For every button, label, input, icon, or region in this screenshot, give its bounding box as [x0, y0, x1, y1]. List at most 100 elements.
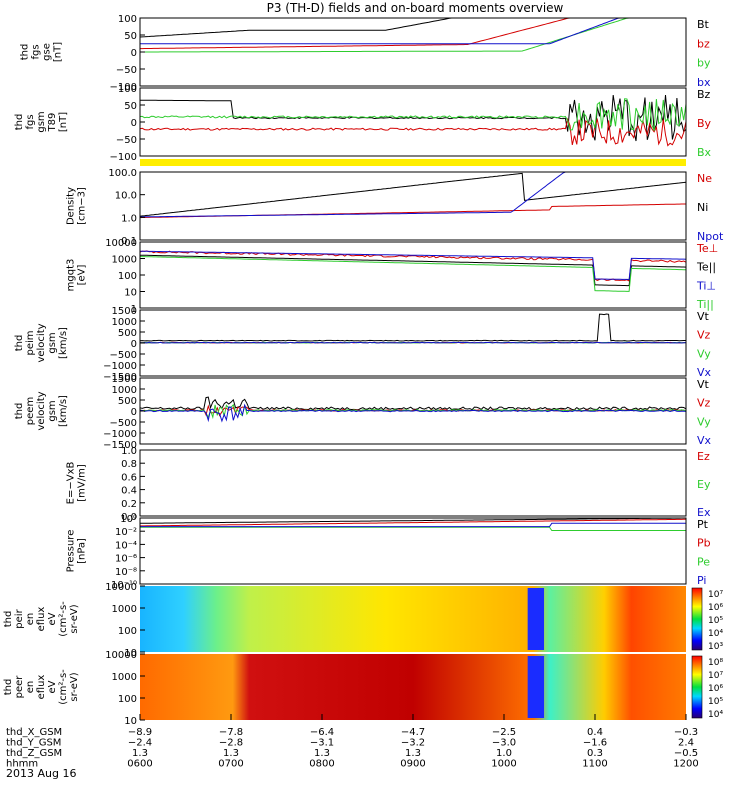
peim-velocity-ytick-label: −500 — [110, 350, 137, 361]
peim-velocity-ylabel-line: gsm — [47, 332, 58, 353]
density-legend-npot: Npot — [697, 230, 724, 243]
fgs-gse-ytick-label: 0 — [131, 48, 137, 59]
peim-velocity-legend-vz: Vz — [697, 329, 711, 342]
peim-velocity-ytick-label: 500 — [118, 328, 137, 339]
fgs-gsm-frame — [139, 87, 687, 157]
peem-velocity-ytick-label: 1000 — [112, 385, 137, 396]
pressure-ylabel: Pressure [nPa] — [66, 530, 88, 573]
ephem-value: 1.3 — [314, 748, 330, 759]
peer-spec-colorbar — [691, 655, 703, 719]
ephem-value: 2.4 — [678, 738, 694, 749]
fgs-gse-legend-bz: bz — [697, 37, 710, 50]
density-ytick-label: 1.0 — [121, 213, 137, 224]
pressure-series-2 — [140, 526, 686, 531]
peem-velocity-legend-vt: Vt — [697, 378, 710, 391]
peem-velocity-ylabel: thd peem velocity gsm [km/s] — [14, 391, 69, 430]
peir-spec-spectrogram — [140, 586, 686, 652]
fgs-gsm-series-1 — [139, 117, 687, 147]
fgs-gse-legend-bx: bx — [697, 76, 711, 89]
density-series-2 — [140, 171, 686, 218]
ephem-value: −3.1 — [310, 738, 334, 749]
peir-spec-dropout — [527, 588, 545, 650]
peir-spec-ylabel-line: en — [25, 613, 36, 626]
fgs-gsm-series-0 — [139, 95, 687, 142]
fgs-gsm-ylabel: thd fgs gsm T89 [nT] — [14, 111, 69, 132]
temperature-ytick-label: 10000 — [105, 238, 137, 249]
temperature-legend-ti⊥: Ti⊥ — [696, 279, 716, 292]
peer-spec-ylabel-line: en — [25, 681, 36, 694]
peim-velocity-ylabel: thd peim velocity gsm [km/s] — [14, 323, 69, 362]
peim-velocity-ylabel-line: [km/s] — [58, 327, 69, 359]
ephem-value: 0700 — [218, 759, 243, 770]
ephem-value: −7.8 — [219, 727, 243, 738]
fgs-gsm-ytick-label: 100 — [118, 84, 137, 95]
ephem-value: 1.3 — [132, 748, 148, 759]
fgs-gse-ytick-label: 100 — [118, 14, 137, 25]
ephem-value: 1.3 — [223, 748, 239, 759]
efield-frame — [139, 449, 687, 517]
fgs-gsm-series-2 — [139, 98, 687, 131]
peer-spec-ylabel: thd peer en eflux eV (cm²-s-sr-eV) — [3, 669, 80, 705]
density-legend-ni: Ni — [697, 201, 708, 214]
ephem-label-thd-y-gsm: thd_Y_GSM — [6, 738, 61, 749]
efield-legend-ey: Ey — [697, 478, 711, 491]
peir-spec-ytick-label: 100 — [118, 626, 137, 637]
peir-spec-cbar-label: 10⁴ — [708, 629, 723, 639]
ephem-value: 1.0 — [496, 748, 512, 759]
efield-ytick-label: 0.6 — [121, 472, 137, 483]
fgs-gsm-legend-bx: Bx — [697, 146, 712, 159]
pressure-legend-pb: Pb — [697, 537, 711, 550]
fgs-gsm-ylabel-line: gsm — [36, 111, 47, 132]
peim-velocity-legend-vx: Vx — [697, 366, 712, 379]
peer-spec-ytick-label: 100 — [118, 694, 137, 705]
peim-velocity-legend-vy: Vy — [697, 347, 711, 360]
pressure-legend-pt: Pt — [697, 518, 709, 531]
peer-spec-ytick-label: 10 — [124, 716, 137, 727]
peir-spec-ytick-label: 1000 — [112, 604, 137, 615]
ephem-value: −8.9 — [128, 727, 152, 738]
ephemeris-table: 2013 Aug 16 thd_X_GSM −8.9 −7.8 −6.4 −4.7 −2.… — [6, 727, 699, 780]
fgs-gse-legend-by: by — [697, 57, 711, 70]
peim-velocity-ytick-label: 0 — [131, 339, 137, 350]
peir-spec-cbar-label: 10³ — [708, 642, 723, 652]
ephem-value: −0.3 — [674, 727, 698, 738]
pressure-ytick-label: 10⁻⁴ — [115, 540, 137, 551]
data-gap-bar — [140, 159, 686, 166]
pressure-ytick-label: 10⁻⁸ — [115, 567, 137, 578]
peim-velocity-legend-vt: Vt — [697, 310, 710, 323]
peem-velocity-series-3 — [139, 403, 687, 423]
peem-velocity-legend-vz: Vz — [697, 397, 711, 410]
ephem-value: 0900 — [400, 759, 425, 770]
temperature-series-2 — [139, 250, 687, 281]
efield-ytick-label: 0.2 — [121, 499, 137, 510]
fgs-gsm-legend-bz: Bz — [697, 88, 711, 101]
density-ytick-label: 10.0 — [115, 191, 137, 202]
peem-velocity-ytick-label: −500 — [110, 418, 137, 429]
efield-legend-ez: Ez — [697, 450, 710, 463]
peir-spec-cbar-label: 10⁶ — [708, 603, 723, 613]
fgs-gse-series-2 — [140, 17, 686, 53]
fgs-gsm-ylabel-line: [nT] — [58, 112, 69, 132]
peer-spec-spectrogram — [140, 654, 686, 720]
peer-spec-cbar-label: 10⁷ — [708, 671, 723, 681]
peim-velocity-ylabel-line: peim — [25, 330, 36, 355]
density-legend-ne: Ne — [697, 172, 712, 185]
peem-velocity-legend-vx: Vx — [697, 434, 712, 447]
peir-spec-ylabel-line: sr-eV) — [69, 604, 80, 633]
fgs-gse-ytick-label: −50 — [116, 65, 137, 76]
temperature-ytick-label: 1 — [131, 304, 137, 315]
ephem-label-hhmm: hhmm — [6, 759, 38, 770]
peir-spec-ylabel-line: peir — [14, 608, 25, 628]
peer-spec-cbar-label: 10⁸ — [708, 658, 723, 668]
fgs-gse-ytick-label: −100 — [110, 82, 137, 93]
peem-velocity-legend-vy: Vy — [697, 415, 711, 428]
peem-velocity-ytick-label: 0 — [131, 407, 137, 418]
ephem-value: 1100 — [582, 759, 607, 770]
peem-velocity-ylabel-line: [km/s] — [58, 395, 69, 427]
peir-spec-colorbar — [691, 587, 703, 651]
peir-spec-cbar-label: 10⁷ — [708, 590, 723, 600]
fgs-gse-legend-bt: Bt — [697, 18, 710, 31]
pressure-ytick-label: 10⁰ — [120, 514, 137, 525]
peir-spec-ylabel: thd peir en eflux eV (cm²-s-sr-eV) — [3, 601, 80, 637]
peem-velocity-ytick-label: 500 — [118, 396, 137, 407]
